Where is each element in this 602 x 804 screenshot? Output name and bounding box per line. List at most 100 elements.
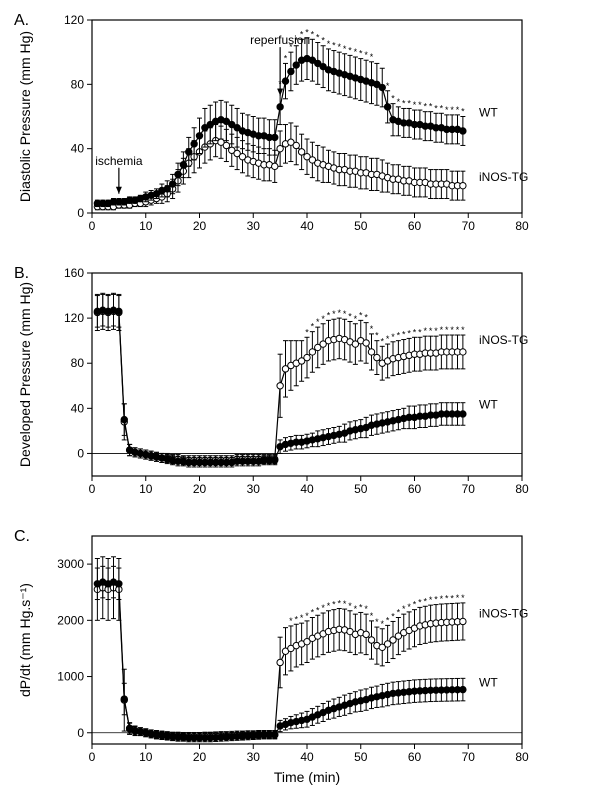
svg-text:80: 80 bbox=[71, 356, 85, 370]
svg-text:*: * bbox=[407, 98, 411, 108]
svg-text:*: * bbox=[397, 608, 401, 618]
svg-text:*: * bbox=[337, 42, 341, 52]
svg-text:60: 60 bbox=[408, 219, 422, 233]
svg-text:*: * bbox=[423, 326, 427, 336]
panel-b-label: B. bbox=[14, 265, 29, 283]
svg-text:*: * bbox=[332, 41, 336, 51]
svg-text:*: * bbox=[370, 324, 374, 334]
svg-text:*: * bbox=[354, 604, 358, 614]
svg-text:70: 70 bbox=[462, 482, 476, 496]
svg-text:3000: 3000 bbox=[57, 557, 84, 571]
svg-text:*: * bbox=[327, 39, 331, 49]
svg-text:*: * bbox=[456, 105, 460, 115]
svg-text:*: * bbox=[386, 334, 390, 344]
svg-text:*: * bbox=[370, 611, 374, 621]
svg-text:*: * bbox=[391, 332, 395, 342]
panel-c-label: C. bbox=[14, 528, 30, 546]
svg-text:*: * bbox=[402, 330, 406, 340]
svg-text:*: * bbox=[386, 81, 390, 91]
svg-text:*: * bbox=[321, 603, 325, 613]
svg-text:*: * bbox=[321, 314, 325, 324]
svg-text:10: 10 bbox=[139, 482, 153, 496]
svg-text:*: * bbox=[354, 314, 358, 324]
svg-text:*: * bbox=[456, 325, 460, 335]
svg-text:*: * bbox=[359, 602, 363, 612]
svg-text:*: * bbox=[348, 45, 352, 55]
svg-text:Developed Pressure (mm Hg): Developed Pressure (mm Hg) bbox=[17, 282, 33, 467]
svg-text:*: * bbox=[386, 615, 390, 625]
svg-text:160: 160 bbox=[64, 266, 84, 280]
svg-text:*: * bbox=[354, 47, 358, 57]
svg-text:80: 80 bbox=[515, 219, 529, 233]
svg-text:10: 10 bbox=[139, 219, 153, 233]
svg-text:ischemia: ischemia bbox=[95, 154, 143, 168]
svg-text:*: * bbox=[327, 310, 331, 320]
svg-text:*: * bbox=[445, 105, 449, 115]
svg-text:*: * bbox=[343, 599, 347, 609]
svg-text:*: * bbox=[370, 52, 374, 62]
svg-text:80: 80 bbox=[515, 482, 529, 496]
svg-text:*: * bbox=[418, 597, 422, 607]
svg-text:20: 20 bbox=[193, 482, 207, 496]
svg-text:10: 10 bbox=[139, 750, 153, 764]
svg-text:iNOS-TG: iNOS-TG bbox=[479, 607, 528, 621]
svg-text:*: * bbox=[294, 614, 298, 624]
chart-b: 0102030405060708004080120160Developed Pr… bbox=[10, 263, 592, 518]
svg-text:120: 120 bbox=[64, 311, 84, 325]
svg-text:*: * bbox=[343, 309, 347, 319]
panel-a: A. 0102030405060708004080120Diastolic Pr… bbox=[10, 10, 602, 255]
svg-text:*: * bbox=[450, 325, 454, 335]
svg-text:40: 40 bbox=[71, 401, 85, 415]
svg-text:*: * bbox=[380, 336, 384, 346]
svg-text:*: * bbox=[311, 322, 315, 332]
svg-text:*: * bbox=[407, 328, 411, 338]
svg-text:*: * bbox=[343, 44, 347, 54]
svg-text:*: * bbox=[397, 97, 401, 107]
svg-text:*: * bbox=[429, 102, 433, 112]
svg-text:*: * bbox=[445, 594, 449, 604]
svg-text:30: 30 bbox=[247, 750, 261, 764]
svg-text:*: * bbox=[311, 29, 315, 39]
svg-text:*: * bbox=[316, 33, 320, 43]
svg-text:iNOS-TG: iNOS-TG bbox=[479, 170, 528, 184]
svg-text:*: * bbox=[450, 593, 454, 603]
svg-text:iNOS-TG: iNOS-TG bbox=[479, 333, 528, 347]
svg-text:70: 70 bbox=[462, 750, 476, 764]
svg-text:*: * bbox=[284, 53, 288, 63]
svg-text:2000: 2000 bbox=[57, 613, 84, 627]
svg-text:*: * bbox=[413, 327, 417, 337]
svg-text:*: * bbox=[311, 608, 315, 618]
svg-text:0: 0 bbox=[89, 482, 96, 496]
svg-text:*: * bbox=[461, 107, 465, 117]
svg-text:*: * bbox=[332, 309, 336, 319]
svg-text:30: 30 bbox=[247, 219, 261, 233]
svg-text:0: 0 bbox=[77, 726, 84, 740]
svg-text:*: * bbox=[391, 94, 395, 104]
svg-text:*: * bbox=[402, 98, 406, 108]
panel-a-label: A. bbox=[14, 12, 29, 30]
svg-text:*: * bbox=[440, 594, 444, 604]
svg-text:WT: WT bbox=[479, 397, 498, 411]
svg-text:*: * bbox=[461, 325, 465, 335]
svg-text:*: * bbox=[364, 604, 368, 614]
svg-text:*: * bbox=[423, 596, 427, 606]
svg-text:40: 40 bbox=[300, 482, 314, 496]
svg-text:20: 20 bbox=[193, 219, 207, 233]
svg-text:*: * bbox=[337, 599, 341, 609]
svg-text:*: * bbox=[461, 593, 465, 603]
svg-text:*: * bbox=[375, 617, 379, 627]
svg-text:120: 120 bbox=[64, 13, 84, 27]
svg-text:*: * bbox=[413, 100, 417, 110]
svg-text:30: 30 bbox=[247, 482, 261, 496]
svg-text:Diastolic Pressure (mm Hg): Diastolic Pressure (mm Hg) bbox=[17, 31, 33, 202]
panel-c: C. 010203040506070800100020003000Time (m… bbox=[10, 526, 602, 786]
svg-text:*: * bbox=[418, 327, 422, 337]
svg-text:*: * bbox=[440, 325, 444, 335]
svg-text:0: 0 bbox=[77, 206, 84, 220]
svg-text:50: 50 bbox=[354, 750, 368, 764]
svg-text:*: * bbox=[364, 50, 368, 60]
svg-text:60: 60 bbox=[408, 750, 422, 764]
svg-text:*: * bbox=[413, 600, 417, 610]
svg-text:*: * bbox=[397, 331, 401, 341]
svg-text:*: * bbox=[359, 49, 363, 59]
